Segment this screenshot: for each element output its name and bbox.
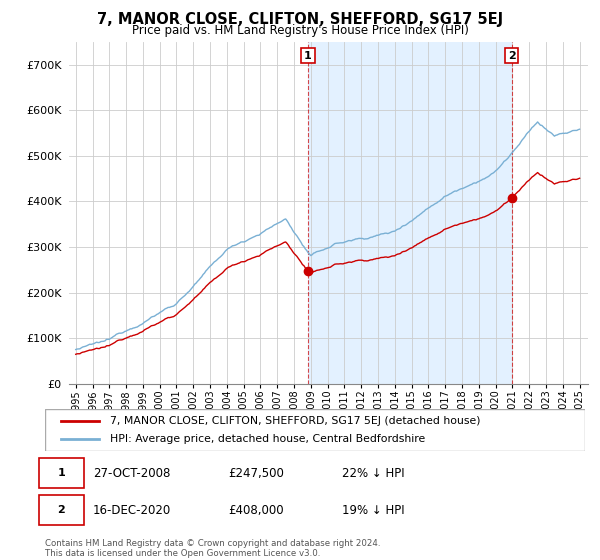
- Text: 7, MANOR CLOSE, CLIFTON, SHEFFORD, SG17 5EJ (detached house): 7, MANOR CLOSE, CLIFTON, SHEFFORD, SG17 …: [110, 416, 481, 426]
- FancyBboxPatch shape: [39, 458, 84, 488]
- Text: 22% ↓ HPI: 22% ↓ HPI: [342, 466, 404, 480]
- Text: 1: 1: [304, 50, 312, 60]
- Text: 19% ↓ HPI: 19% ↓ HPI: [342, 503, 404, 516]
- Text: 1: 1: [58, 468, 65, 478]
- Text: £408,000: £408,000: [228, 503, 284, 516]
- Text: 16-DEC-2020: 16-DEC-2020: [93, 503, 171, 516]
- Text: 27-OCT-2008: 27-OCT-2008: [93, 466, 170, 480]
- FancyBboxPatch shape: [45, 409, 585, 451]
- Text: 2: 2: [508, 50, 515, 60]
- Text: 2: 2: [58, 505, 65, 515]
- Text: £247,500: £247,500: [228, 466, 284, 480]
- Bar: [308, 42, 512, 384]
- Text: Price paid vs. HM Land Registry's House Price Index (HPI): Price paid vs. HM Land Registry's House …: [131, 24, 469, 36]
- FancyBboxPatch shape: [39, 495, 84, 525]
- Text: Contains HM Land Registry data © Crown copyright and database right 2024.
This d: Contains HM Land Registry data © Crown c…: [45, 539, 380, 558]
- Text: 7, MANOR CLOSE, CLIFTON, SHEFFORD, SG17 5EJ: 7, MANOR CLOSE, CLIFTON, SHEFFORD, SG17 …: [97, 12, 503, 27]
- Text: HPI: Average price, detached house, Central Bedfordshire: HPI: Average price, detached house, Cent…: [110, 434, 425, 444]
